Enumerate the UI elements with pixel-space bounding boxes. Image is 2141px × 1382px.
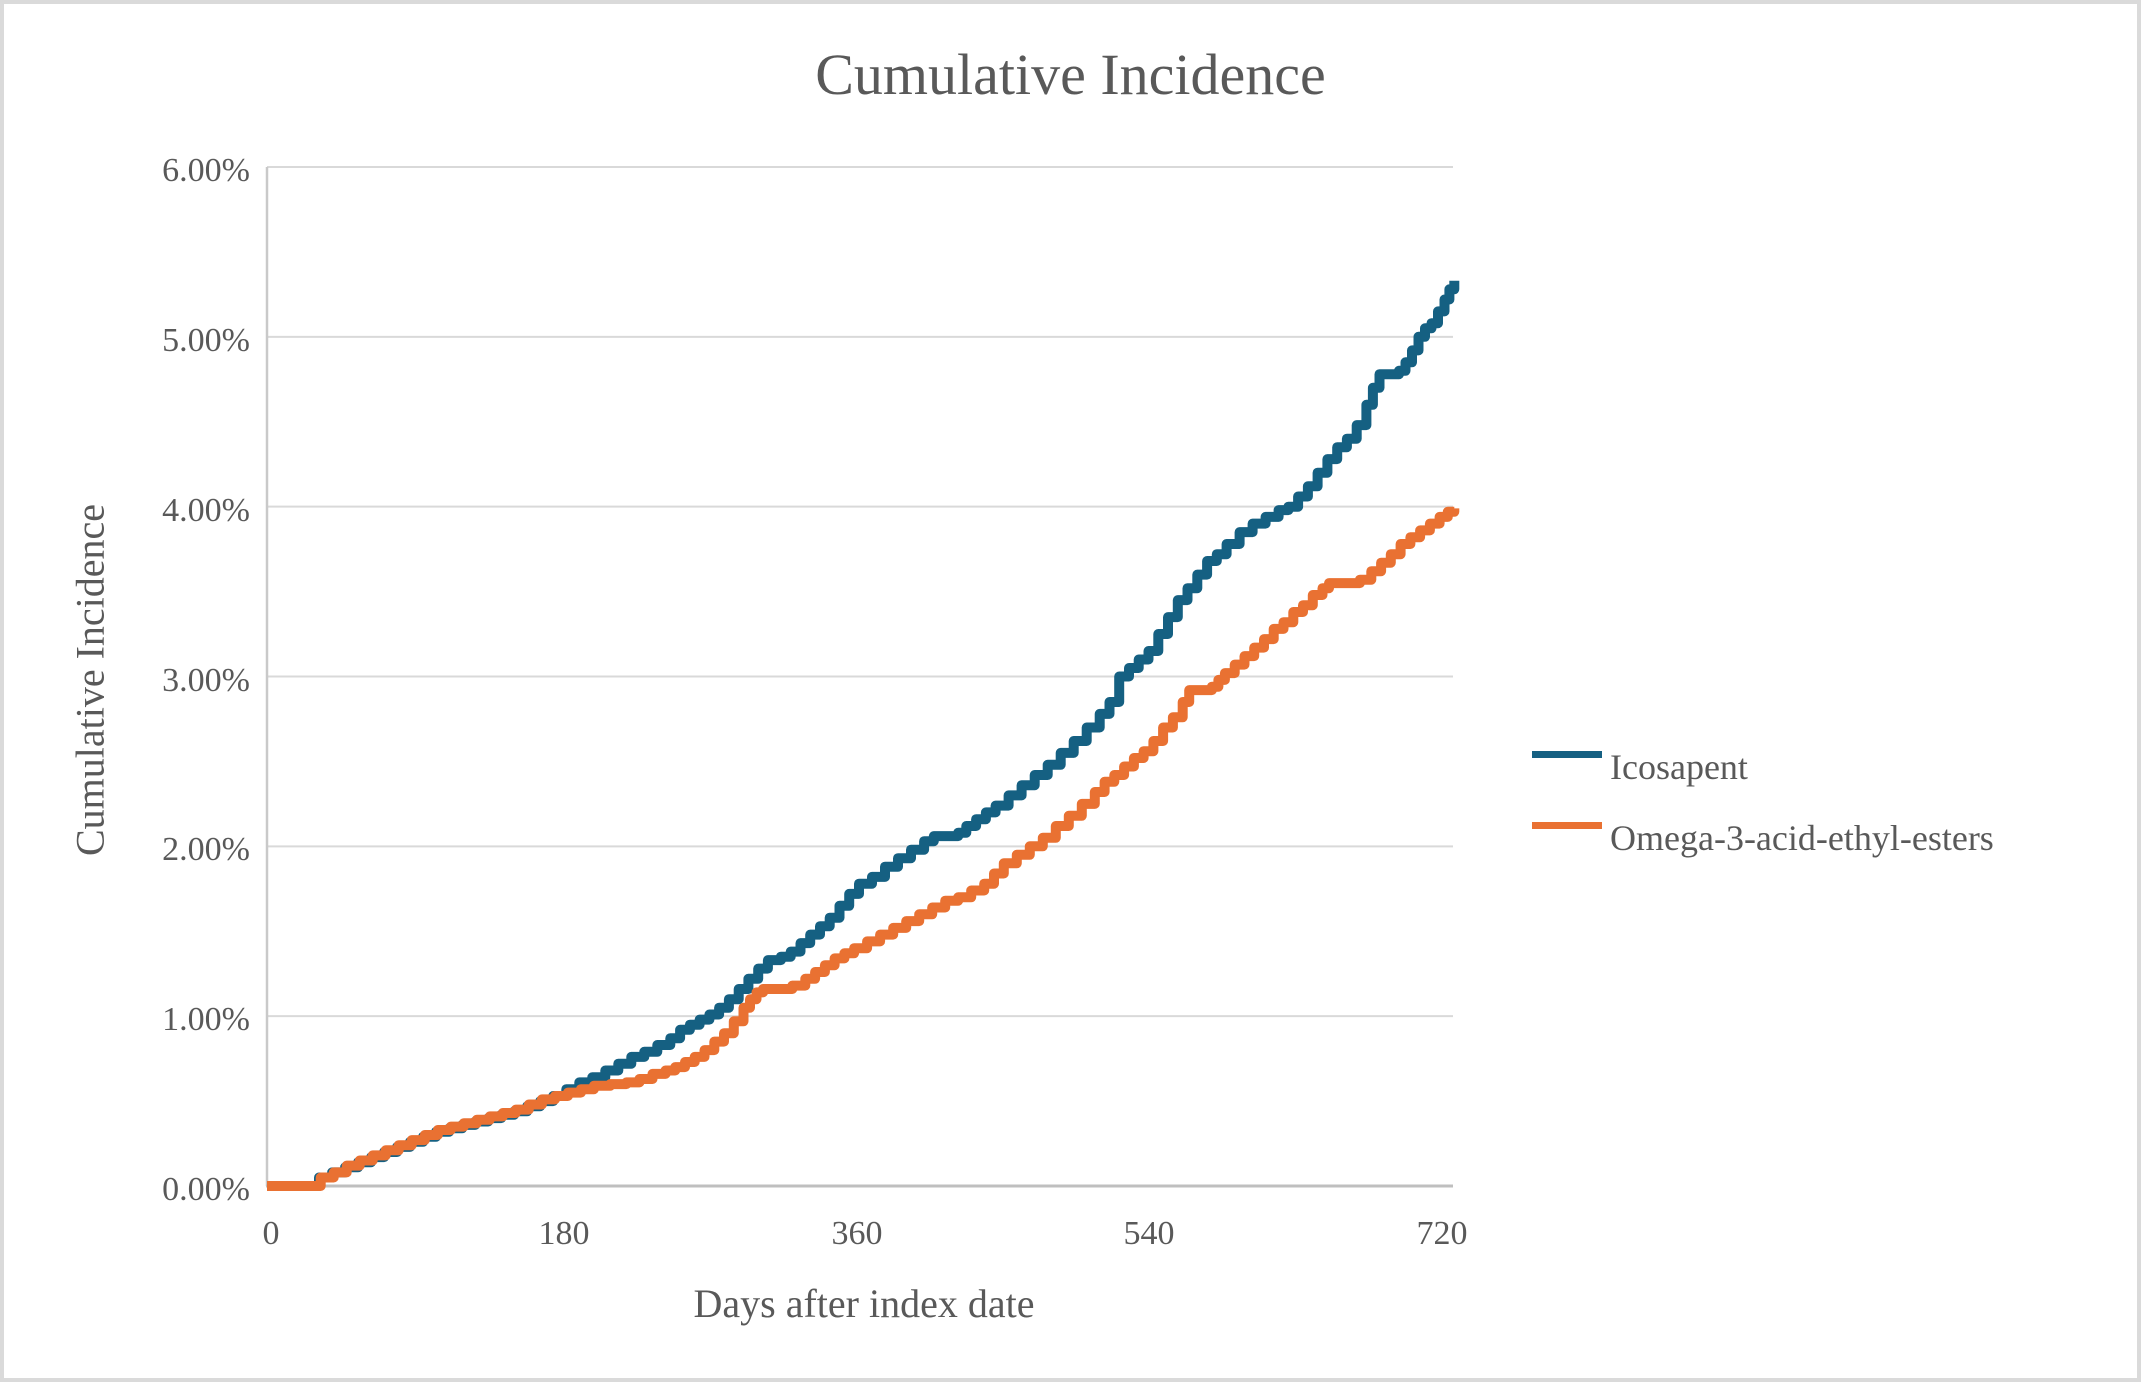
y-tick-label: 6.00% [162, 152, 250, 189]
plot-area [265, 166, 1460, 1191]
y-tick-label: 1.00% [162, 1001, 250, 1038]
y-tick-label: 3.00% [162, 662, 250, 699]
x-tick-label: 360 [831, 1215, 883, 1252]
y-tick-label: 5.00% [162, 322, 250, 359]
icosapent-series-line [267, 280, 1460, 1191]
icosapent-line-swatch [1532, 751, 1602, 758]
chart-title: Cumulative Incidence [815, 42, 1326, 107]
legend-label-icosapent: Icosapent [1610, 747, 1748, 787]
x-tick-label: 0 [262, 1215, 280, 1252]
y-tick-label: 2.00% [162, 831, 250, 868]
x-axis-title: Days after index date [693, 1281, 1035, 1326]
y-tick-label: 4.00% [162, 492, 250, 529]
x-tick-label: 540 [1123, 1215, 1175, 1252]
x-tick-label: 720 [1416, 1215, 1468, 1252]
legend-label-omega-3: Omega-3-acid-ethyl-esters [1610, 818, 1994, 858]
omega-3-line-swatch [1532, 822, 1602, 829]
omega-3-series-line [267, 506, 1460, 1191]
x-tick-label: 180 [538, 1215, 590, 1252]
y-tick-label: 0.00% [162, 1171, 250, 1208]
gridlines [267, 166, 1453, 1018]
